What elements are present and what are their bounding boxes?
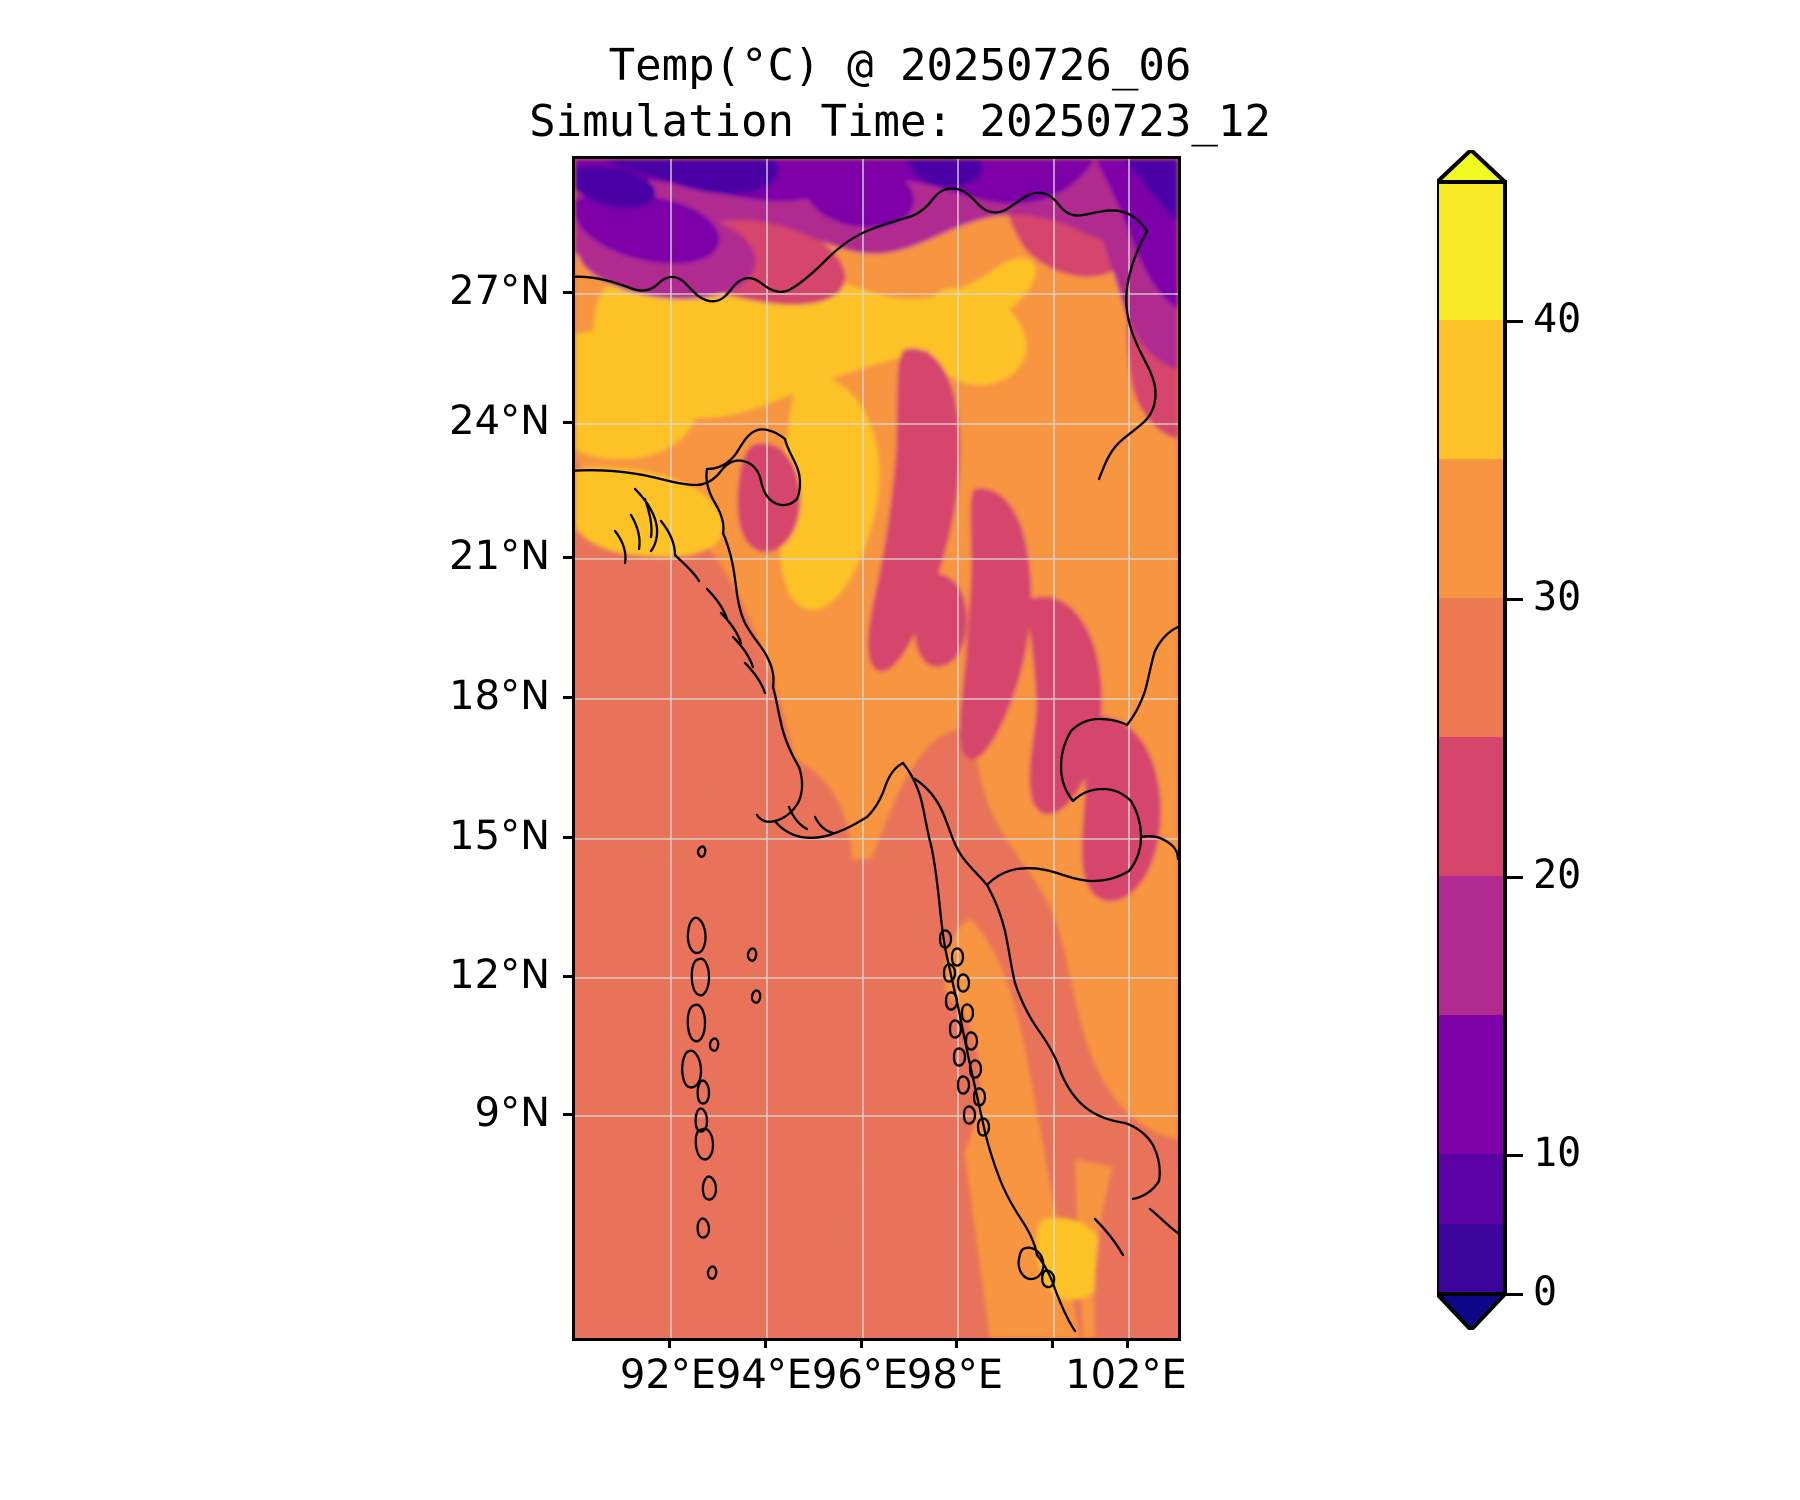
colorbar-band-20-25 (1437, 737, 1505, 876)
coastline-and-borders (575, 187, 1178, 1333)
x-tick-label-98e: 98°E (906, 1352, 1004, 1398)
colorbar-label-20: 20 (1533, 852, 1582, 898)
colorbar-band-0-5 (1437, 1224, 1505, 1294)
colorbar-tick-0 (1505, 1293, 1523, 1296)
colorbar-band-30-35 (1437, 459, 1505, 598)
colorbar-band-35-40 (1437, 320, 1505, 459)
colorbar-label-10: 10 (1533, 1130, 1582, 1176)
colorbar-label-30: 30 (1533, 574, 1582, 620)
colorbar-band-15-20 (1437, 876, 1505, 1015)
colorbar-tick-20 (1505, 876, 1523, 879)
colorbar-under-arrow (1437, 1292, 1507, 1330)
map-gridlines (575, 159, 1178, 1338)
x-tick-mark (860, 1339, 863, 1348)
y-tick-mark (563, 1113, 572, 1116)
y-tick-label-9n: 9°N (474, 1090, 550, 1136)
x-tick-label-94e: 94°E (715, 1352, 813, 1398)
y-tick-label-15n: 15°N (449, 813, 550, 859)
y-tick-label-24n: 24°N (449, 398, 550, 444)
map-axes[interactable] (572, 156, 1181, 1341)
y-tick-label-27n: 27°N (449, 268, 550, 314)
colorbar-gradient (1437, 182, 1505, 1294)
colorbar-label-0: 0 (1533, 1269, 1558, 1315)
y-tick-mark (563, 975, 572, 978)
y-tick-mark (563, 696, 572, 699)
x-tick-label-102e: 102°E (1065, 1352, 1187, 1398)
colorbar-band-10-15 (1437, 1015, 1505, 1154)
y-tick-label-21n: 21°N (449, 533, 550, 579)
colorbar-tick-30 (1505, 598, 1523, 601)
y-tick-mark (563, 556, 572, 559)
x-tick-mark (668, 1339, 671, 1348)
colorbar-band-40-45 (1437, 182, 1505, 320)
colorbar-tick-10 (1505, 1154, 1523, 1157)
colorbar-band-25-30 (1437, 598, 1505, 737)
y-tick-mark (563, 291, 572, 294)
colorbar[interactable]: 40 30 20 10 0 (1437, 150, 1667, 1330)
x-tick-mark (955, 1339, 958, 1348)
y-tick-mark (563, 836, 572, 839)
colorbar-label-40: 40 (1533, 296, 1582, 342)
x-tick-mark (1126, 1339, 1129, 1348)
page-title: Temp(°C) @ 20250726_06 Simulation Time: … (0, 38, 1800, 150)
x-tick-label-96e: 96°E (811, 1352, 909, 1398)
colorbar-tick-40 (1505, 320, 1523, 323)
colorbar-band-5-10 (1437, 1154, 1505, 1224)
y-tick-label-12n: 12°N (449, 952, 550, 998)
title-line-1: Temp(°C) @ 20250726_06 (608, 40, 1192, 91)
title-line-2: Simulation Time: 20250723_12 (529, 96, 1271, 147)
x-tick-mark (1051, 1339, 1054, 1348)
x-tick-mark (764, 1339, 767, 1348)
y-tick-mark (563, 421, 572, 424)
colorbar-over-arrow (1437, 150, 1507, 184)
temperature-contour-map (575, 159, 1178, 1338)
x-tick-label-92e: 92°E (619, 1352, 717, 1398)
colorbar-outline (1437, 150, 1507, 1330)
y-tick-label-18n: 18°N (449, 673, 550, 719)
